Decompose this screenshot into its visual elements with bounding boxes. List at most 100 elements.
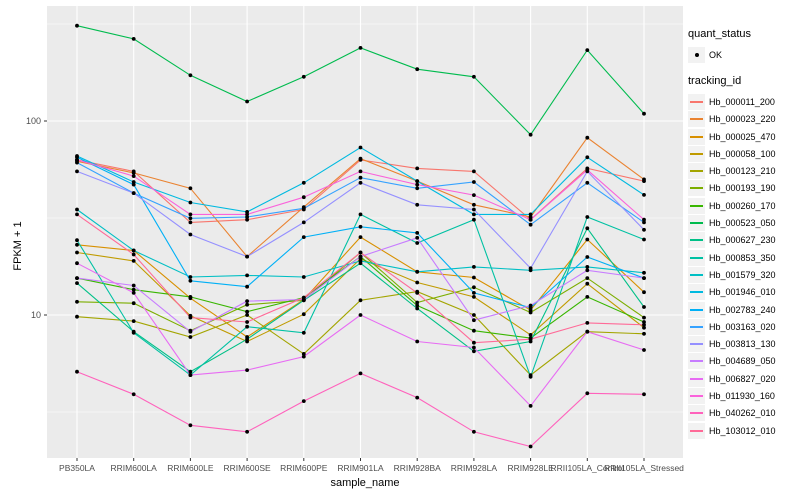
legend-key-icon bbox=[688, 111, 705, 128]
legend-entry-label: Hb_011930_160 bbox=[709, 390, 775, 401]
legend-key-icon bbox=[688, 284, 705, 301]
data-point bbox=[75, 169, 79, 174]
data-point bbox=[528, 333, 533, 337]
legend-entry-label: Hb_000123_210 bbox=[709, 166, 776, 177]
legend-color-line-icon bbox=[690, 412, 703, 415]
legend-key-icon bbox=[688, 387, 705, 404]
legend-key-icon bbox=[688, 145, 705, 162]
data-point bbox=[472, 217, 476, 222]
data-point bbox=[245, 324, 250, 329]
data-point bbox=[131, 191, 136, 196]
y-tick-label: 100 bbox=[26, 116, 41, 126]
data-point bbox=[245, 212, 250, 217]
legend-key-icon bbox=[688, 215, 705, 232]
data-point bbox=[642, 111, 646, 116]
data-point bbox=[415, 67, 420, 72]
data-point bbox=[528, 217, 533, 222]
data-point bbox=[642, 305, 646, 309]
legend-entry-Hb_000025_470: Hb_000025_470 bbox=[688, 128, 800, 145]
data-point bbox=[415, 241, 420, 245]
data-point bbox=[301, 195, 306, 200]
legend-key-box bbox=[688, 46, 705, 63]
data-point bbox=[131, 291, 136, 295]
data-point bbox=[301, 295, 306, 300]
legend-key-icon bbox=[688, 180, 705, 197]
legend-color-line-icon bbox=[690, 360, 703, 363]
legend-color-line-icon bbox=[690, 222, 703, 225]
legend-entry-Hb_006827_020: Hb_006827_020 bbox=[688, 370, 800, 387]
data-point bbox=[245, 254, 250, 259]
legend-entry-label: Hb_001946_010 bbox=[709, 287, 776, 298]
legend-entry-label: Hb_000058_100 bbox=[709, 148, 776, 159]
data-point bbox=[415, 306, 420, 311]
data-point bbox=[245, 313, 250, 317]
data-point bbox=[585, 281, 590, 286]
data-point bbox=[188, 275, 193, 279]
legend-key-icon bbox=[688, 197, 705, 214]
legend-entry-label: Hb_000627_230 bbox=[709, 235, 776, 246]
data-point bbox=[131, 174, 136, 179]
data-point bbox=[528, 337, 533, 342]
data-point bbox=[642, 227, 646, 232]
legend-entry-Hb_000011_200: Hb_000011_200 bbox=[688, 93, 800, 110]
data-point bbox=[642, 237, 646, 242]
data-point bbox=[131, 287, 136, 292]
legend-key-icon bbox=[688, 422, 705, 439]
data-point bbox=[131, 319, 136, 323]
legend-entry-Hb_003813_130: Hb_003813_130 bbox=[688, 335, 800, 353]
data-point bbox=[472, 295, 476, 299]
legend-color-line-icon bbox=[690, 429, 703, 432]
legend-color-line-icon bbox=[690, 377, 703, 380]
data-point bbox=[301, 220, 306, 225]
data-point bbox=[528, 303, 533, 308]
ok-point-icon bbox=[694, 52, 699, 57]
data-point bbox=[585, 155, 590, 160]
data-point bbox=[245, 429, 250, 434]
x-tick-label: PB350LA bbox=[59, 463, 95, 473]
data-point bbox=[585, 135, 590, 140]
data-point bbox=[188, 315, 193, 320]
data-point bbox=[75, 155, 79, 160]
data-point bbox=[131, 171, 136, 175]
data-point bbox=[75, 207, 79, 212]
x-tick-label: RRII105LA_Stressed bbox=[604, 463, 684, 473]
data-point bbox=[358, 298, 363, 303]
data-point bbox=[642, 331, 646, 336]
data-point bbox=[472, 207, 476, 212]
data-point bbox=[472, 429, 476, 434]
x-tick-label: RRIM928BA bbox=[394, 463, 442, 473]
legend-color-line-icon bbox=[690, 204, 703, 207]
data-point bbox=[301, 235, 306, 240]
data-point bbox=[415, 303, 420, 308]
data-point bbox=[415, 291, 420, 295]
data-point bbox=[642, 177, 646, 182]
data-point bbox=[188, 329, 193, 334]
legend-ok-entry: OK bbox=[688, 46, 800, 63]
legend-color-line-icon bbox=[690, 273, 703, 276]
data-point bbox=[245, 215, 250, 219]
legend-color-line-icon bbox=[690, 394, 703, 397]
data-point bbox=[642, 290, 646, 295]
x-axis-title: sample_name bbox=[330, 477, 400, 489]
data-point bbox=[472, 318, 476, 323]
legend-key-icon bbox=[688, 249, 705, 266]
data-point bbox=[528, 374, 533, 379]
data-point bbox=[358, 371, 363, 376]
data-point bbox=[301, 330, 306, 335]
data-point bbox=[415, 166, 420, 171]
legend: quant_status OK tracking_id Hb_000011_20… bbox=[688, 28, 800, 439]
data-point bbox=[528, 444, 533, 449]
data-point bbox=[528, 215, 533, 219]
data-point bbox=[642, 217, 646, 222]
data-point bbox=[131, 248, 136, 253]
data-point bbox=[642, 325, 646, 330]
legend-tracking-id-title: tracking_id bbox=[688, 75, 742, 88]
legend-key-icon bbox=[688, 405, 705, 422]
data-point bbox=[642, 276, 646, 280]
data-point bbox=[131, 301, 136, 306]
data-point bbox=[301, 399, 306, 403]
legend-key-icon bbox=[688, 353, 705, 370]
data-point bbox=[75, 276, 79, 280]
data-point bbox=[472, 275, 476, 280]
